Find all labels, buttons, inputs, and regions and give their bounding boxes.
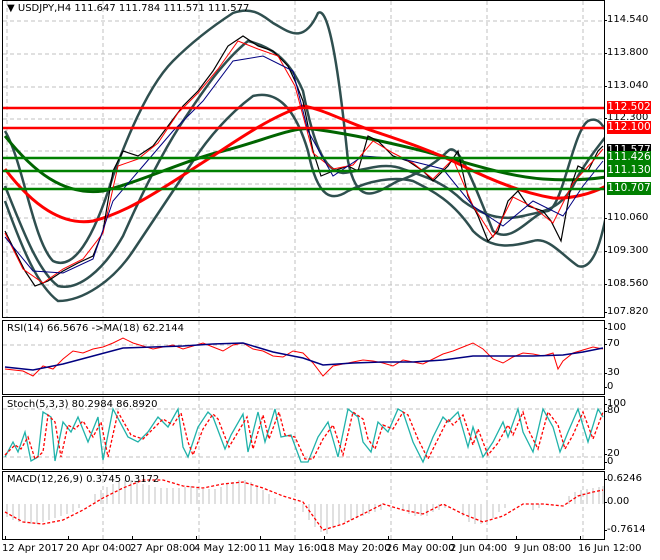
rsi-tick: 0 — [603, 381, 614, 392]
level-label-support: 111.130 — [607, 164, 651, 177]
rsi-canvas — [3, 321, 604, 394]
price-tick: 109.300 — [603, 245, 649, 256]
stochastic-title: Stoch(5,3,3) 80.2984 86.8920 — [7, 399, 158, 410]
rsi-line — [4, 337, 604, 377]
stoch-tick: 0 — [603, 456, 614, 467]
grid — [3, 1, 604, 317]
macd-tick: 0.00 — [603, 496, 630, 507]
fast-ma-red — [4, 40, 604, 284]
macd-tick: 0.6246 — [604, 473, 642, 484]
price-tick: 113.040 — [603, 80, 649, 91]
time-label: 27 Apr 08:00 — [130, 543, 196, 554]
stochastic-pane[interactable]: Stoch(5,3,3) 80.2984 86.8920 — [2, 396, 605, 470]
stoch-tick: 20 — [604, 448, 620, 459]
price-tick: 114.540 — [603, 14, 649, 25]
stochastic-canvas — [3, 397, 604, 469]
rsi-tick: 30 — [604, 367, 620, 378]
time-label: 11 May 16:00 — [258, 543, 327, 554]
rsi-tick: 100 — [603, 322, 627, 333]
time-label: 12 Apr 2017 — [2, 543, 64, 554]
stoch-signal-line — [4, 409, 604, 461]
time-label: 9 Jun 08:00 — [514, 543, 572, 554]
price-tick: 110.060 — [603, 212, 649, 223]
rsi-ma-line — [4, 342, 604, 371]
price-bars — [4, 35, 604, 287]
rsi-title: RSI(14) 66.5676 ->MA(18) 62.2144 — [7, 323, 184, 334]
level-label-resistance: 112.100 — [607, 121, 651, 134]
time-label: 4 May 12:00 — [194, 543, 257, 554]
macd-title: MACD(12,26,9) 0.3745 0.3172 — [7, 474, 160, 485]
macd-pane[interactable]: MACD(12,26,9) 0.3745 0.3172 — [2, 471, 605, 540]
level-label-support: 111.426 — [607, 151, 651, 164]
horizontal-levels — [3, 106, 604, 191]
rsi-pane[interactable]: RSI(14) 66.5676 ->MA(18) 62.2144 — [2, 320, 605, 395]
level-label-resistance: 112.502 — [607, 101, 651, 114]
price-chart-canvas — [3, 1, 604, 317]
fast-ma-blue — [4, 55, 604, 274]
stochastic-axis: 100 80 20 0 — [603, 396, 660, 470]
level-label-support: 110.707 — [607, 182, 651, 195]
price-axis[interactable]: 114.540 113.800 113.040 112.300 110.060 … — [603, 0, 660, 318]
stoch-main-line — [4, 406, 604, 464]
macd-axis: 0.6246 0.00 -0.7614 — [603, 471, 660, 540]
macd-canvas — [4, 472, 604, 539]
price-tick: 107.820 — [603, 306, 649, 317]
price-tick: 112.300 — [603, 112, 649, 123]
time-label: 16 Jun 12:00 — [578, 543, 642, 554]
macd-tick: -0.7614 — [604, 524, 646, 535]
time-label: 20 Apr 04:00 — [66, 543, 132, 554]
time-axis[interactable]: 12 Apr 2017 20 Apr 04:00 27 Apr 08:00 4 … — [2, 536, 642, 560]
ohlc-values: 111.647 111.784 111.571 111.577 — [74, 3, 250, 14]
price-tick: 108.560 — [603, 278, 649, 289]
chart-header[interactable]: ▼ USDJPY,H4 111.647 111.784 111.571 111.… — [7, 3, 249, 14]
price-pane[interactable]: ▼ USDJPY,H4 111.647 111.784 111.571 111.… — [2, 0, 605, 318]
time-label: 2 Jun 04:00 — [450, 543, 508, 554]
macd-signal-line — [4, 479, 604, 531]
stoch-tick: 80 — [604, 405, 620, 416]
dropdown-triangle-icon[interactable]: ▼ — [7, 3, 15, 14]
macd-histogram — [6, 480, 604, 534]
stoch-tick: 100 — [603, 398, 627, 409]
price-tick: 113.800 — [603, 47, 649, 58]
time-label: 18 May 20:00 — [322, 543, 391, 554]
time-label: 26 May 00:00 — [386, 543, 455, 554]
rsi-tick: 70 — [604, 338, 620, 349]
rsi-axis: 100 70 30 0 — [603, 320, 660, 395]
macd-histogram-outline — [5, 480, 603, 532]
symbol-label: USDJPY,H4 — [17, 3, 72, 14]
